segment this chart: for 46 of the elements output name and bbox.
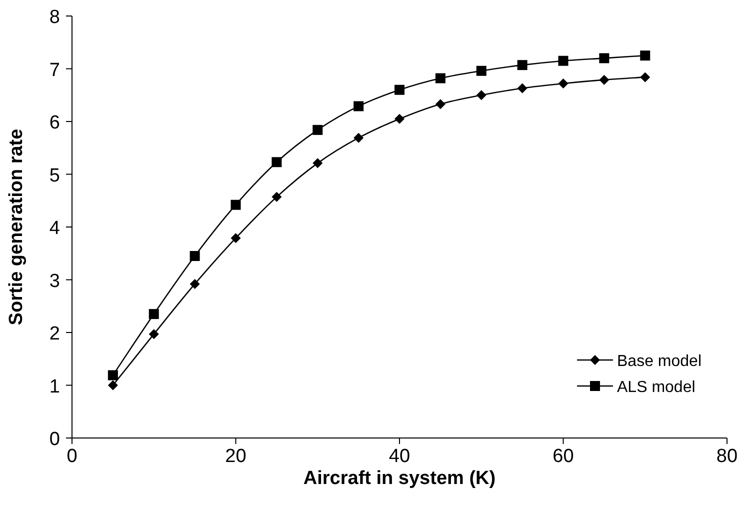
point — [354, 101, 364, 112]
y-tick-label: 5 — [49, 165, 60, 186]
point — [312, 158, 323, 168]
y-tick-label: 8 — [49, 7, 60, 28]
x-tick-label: 0 — [66, 446, 78, 467]
point — [230, 200, 241, 210]
point — [640, 72, 650, 82]
x-tick-label: 20 — [225, 446, 246, 467]
point — [517, 83, 528, 94]
point — [312, 124, 323, 135]
y-tick-label: 1 — [49, 376, 60, 398]
point — [599, 53, 610, 64]
y-axis-title: Sortie generation rate — [6, 128, 27, 326]
point — [230, 233, 241, 244]
y-tick-label: 4 — [49, 218, 60, 239]
x-axis-title: Aircraft in system (K) — [303, 468, 496, 489]
point — [640, 50, 650, 61]
point — [148, 329, 159, 340]
x-tick-label: 80 — [716, 446, 738, 467]
y-tick-label: 6 — [49, 112, 60, 134]
point — [476, 66, 486, 76]
point — [558, 78, 568, 89]
y-tick-label: 7 — [49, 60, 60, 81]
point — [190, 251, 200, 262]
point — [148, 309, 159, 320]
point — [517, 60, 528, 70]
point — [394, 84, 404, 95]
point — [599, 74, 610, 85]
y-tick-label: 3 — [49, 270, 60, 292]
point — [476, 90, 486, 100]
point — [435, 73, 446, 84]
point — [394, 114, 404, 124]
point — [108, 370, 118, 380]
y-tick-label: 2 — [49, 324, 60, 344]
legend-label: Base model — [617, 353, 702, 370]
point — [272, 157, 282, 168]
point — [190, 278, 200, 289]
point — [108, 380, 118, 390]
point — [272, 192, 282, 202]
point — [435, 99, 446, 110]
x-tick-label: 40 — [388, 446, 410, 467]
x-tick-label: 60 — [552, 446, 574, 467]
point — [558, 56, 568, 66]
legend-label: ALS model — [617, 379, 696, 396]
point — [354, 132, 364, 143]
y-tick-label: 0 — [49, 429, 60, 450]
